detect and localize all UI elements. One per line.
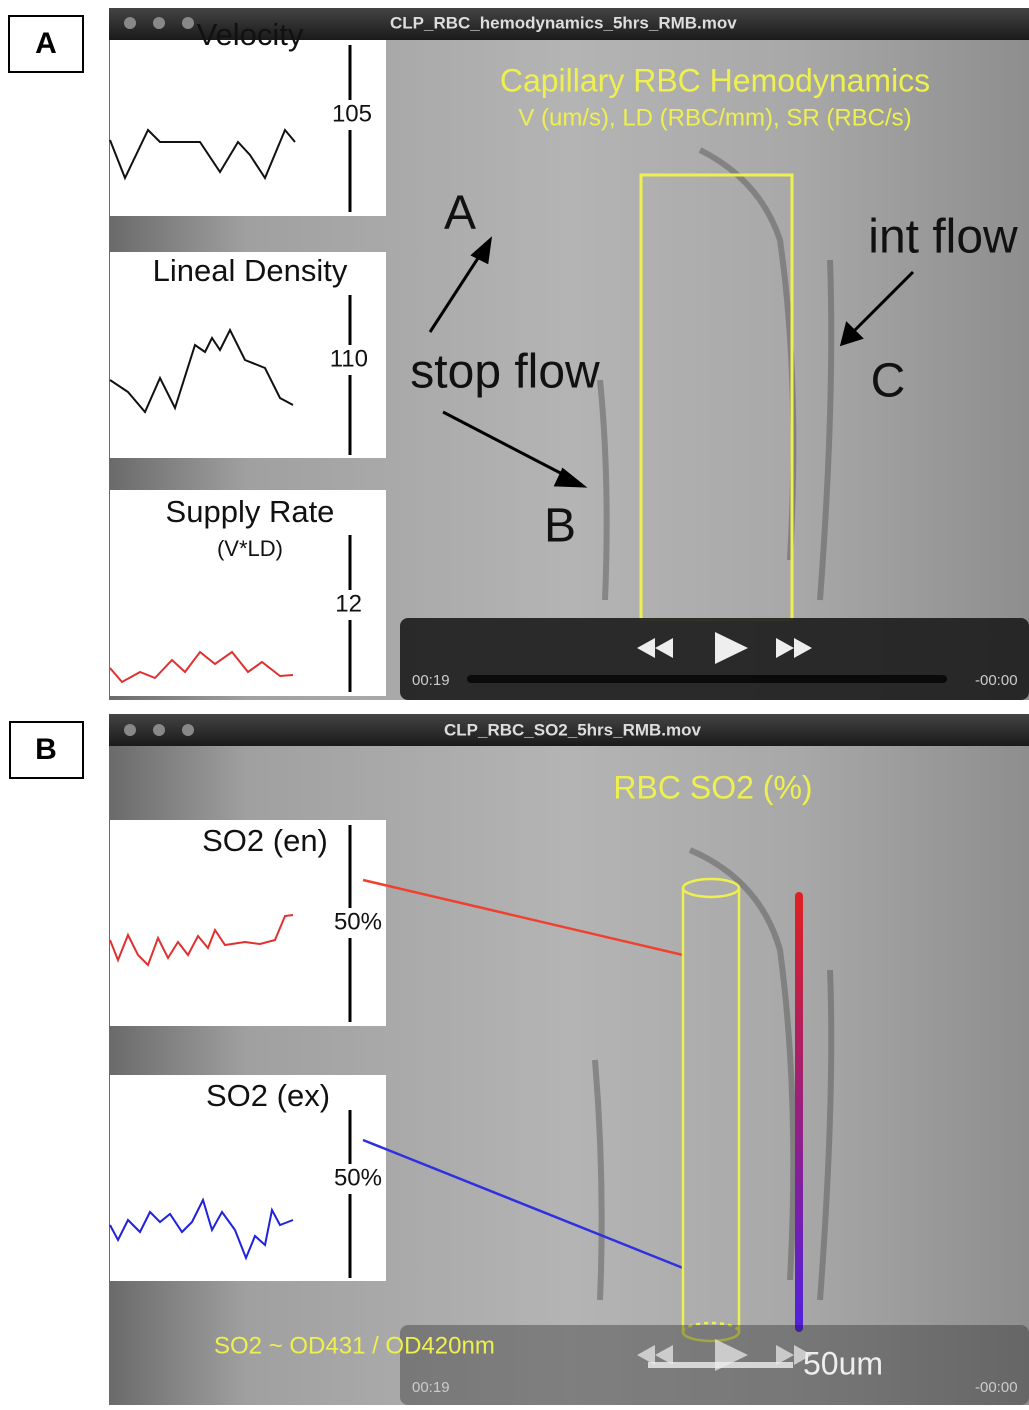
- scale-label: 50%: [334, 1164, 382, 1191]
- window-button[interactable]: [153, 724, 165, 736]
- window-button[interactable]: [124, 724, 136, 736]
- annotation: A: [444, 187, 476, 240]
- overlay-title: RBC SO2 (%): [613, 769, 812, 805]
- window-button[interactable]: [124, 17, 136, 29]
- plot-subtitle: (V*LD): [217, 536, 283, 561]
- annotation: B: [544, 500, 576, 553]
- window-button[interactable]: [182, 17, 194, 29]
- remaining-time: -00:00: [975, 1379, 1018, 1396]
- overlay-title: Capillary RBC Hemodynamics: [500, 62, 930, 98]
- plot-title: Lineal Density: [153, 253, 348, 288]
- so2-gradient-bar: [795, 892, 803, 1332]
- scale-text: 50um: [803, 1345, 883, 1381]
- elapsed-time: 00:19: [412, 1379, 450, 1396]
- scale-bar-50um: [648, 1362, 793, 1368]
- elapsed-time: 00:19: [412, 672, 450, 689]
- panel-label: A: [35, 27, 57, 60]
- window-button[interactable]: [153, 17, 165, 29]
- annotation: int flow: [868, 211, 1018, 264]
- plot-title: SO2 (en): [202, 823, 328, 858]
- annotation: stop flow: [410, 346, 600, 399]
- video: [109, 714, 1029, 1405]
- page: A CLP_RBC_hemodynamics_5hrs_RMB.mov Velo…: [0, 0, 1029, 1405]
- window-title: CLP_RBC_hemodynamics_5hrs_RMB.mov: [390, 13, 737, 32]
- scale-label: 110: [330, 345, 368, 372]
- overlay-subtitle: V (um/s), LD (RBC/mm), SR (RBC/s): [518, 104, 911, 131]
- plot-title: Velocity: [197, 17, 304, 52]
- panel-label: B: [35, 733, 57, 766]
- formula: SO2 ~ OD431 / OD420nm: [214, 1332, 495, 1359]
- plot-title: Supply Rate: [166, 494, 335, 529]
- controls: [400, 618, 1029, 700]
- scrubber[interactable]: [467, 675, 947, 683]
- scale-label: 105: [332, 100, 372, 127]
- window-title: CLP_RBC_SO2_5hrs_RMB.mov: [444, 720, 702, 739]
- plot-title: SO2 (ex): [206, 1078, 330, 1113]
- annotation: C: [871, 355, 906, 408]
- remaining-time: -00:00: [975, 672, 1018, 689]
- figure: A CLP_RBC_hemodynamics_5hrs_RMB.mov Velo…: [0, 0, 1029, 1405]
- window-button[interactable]: [182, 724, 194, 736]
- scale-label: 12: [335, 590, 362, 617]
- scale-label: 50%: [334, 908, 382, 935]
